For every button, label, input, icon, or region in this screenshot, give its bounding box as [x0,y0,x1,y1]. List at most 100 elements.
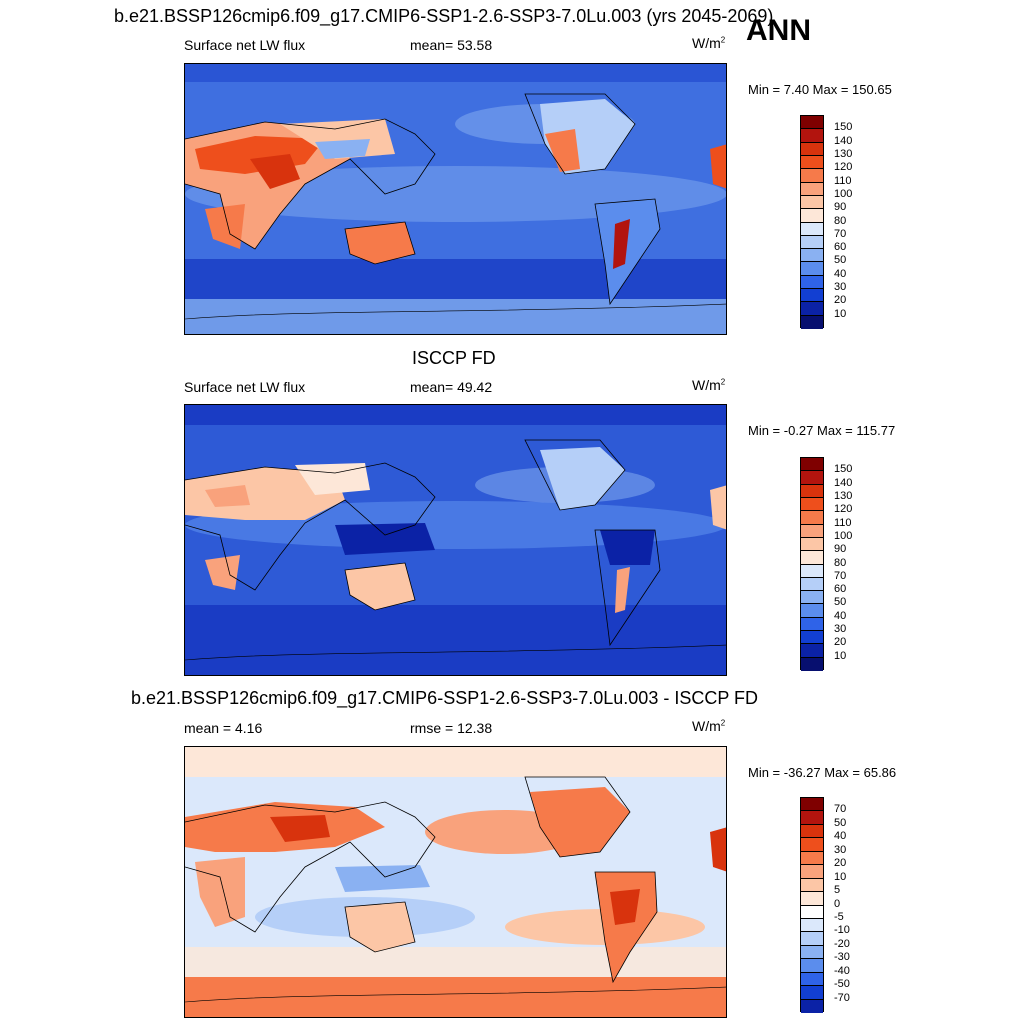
colorbar-swatch [801,577,823,592]
panel-top-title: b.e21.BSSP126cmip6.f09_g17.CMIP6-SSP1-2.… [114,6,774,26]
colorbar-swatch [801,484,823,498]
panel-top-mean: mean= 53.58 [410,37,493,53]
panel-bot-units: W/m2 [692,718,726,734]
colorbar-tick-label: 120 [834,503,853,516]
colorbar-tick-label: 50 [834,596,847,609]
colorbar-tick-label: -10 [834,924,850,937]
colorbar-swatch [801,905,823,919]
colorbar-swatch [801,851,823,866]
colorbar-tick-label: 30 [834,843,847,856]
colorbar-swatch [801,537,823,552]
colorbar-tick-label: 70 [834,803,847,816]
colorbar-swatch [801,155,823,170]
panel-top-colorbar [800,115,824,329]
colorbar-tick-label: 80 [834,214,847,227]
colorbar-tick-label: 10 [834,307,847,320]
colorbar-swatch [801,222,823,236]
colorbar-swatch [801,262,823,276]
colorbar-tick-label: 120 [834,161,853,174]
colorbar-swatch [801,824,823,839]
colorbar-tick-label: 20 [834,636,847,649]
panel-top-map [184,63,727,335]
colorbar-tick-label: -40 [834,964,850,977]
colorbar-tick-label: 80 [834,556,847,569]
colorbar-swatch [801,249,823,263]
colorbar-swatch [801,945,823,960]
colorbar-tick-label: 90 [834,543,847,556]
panel-mid-colorbar [800,457,824,671]
panel-mid-mean: mean= 49.42 [410,379,493,395]
colorbar-tick-label: 130 [834,489,853,502]
colorbar-tick-label: 100 [834,529,853,542]
colorbar-tick-label: 60 [834,583,847,596]
colorbar-swatch [801,524,823,538]
colorbar-tick-label: 150 [834,463,853,476]
colorbar-swatch [801,591,823,605]
colorbar-tick-label: 90 [834,201,847,214]
colorbar-tick-label: 50 [834,816,847,829]
panel-bot-title: b.e21.BSSP126cmip6.f09_g17.CMIP6-SSP1-2.… [131,688,759,708]
colorbar-swatch [801,551,823,565]
colorbar-tick-label: 30 [834,623,847,636]
colorbar-swatch [801,302,823,316]
colorbar-swatch [801,289,823,303]
colorbar-swatch [801,999,823,1013]
colorbar-swatch [801,865,823,879]
panel-bot-colorbar [800,797,824,1013]
colorbar-tick-label: 140 [834,134,853,147]
colorbar-swatch [801,878,823,893]
colorbar-swatch [801,811,823,825]
colorbar-swatch [801,932,823,946]
panel-bot-map [184,746,727,1018]
colorbar-swatch [801,657,823,671]
colorbar-tick-label: 130 [834,147,853,160]
colorbar-tick-label: -5 [834,910,844,923]
colorbar-tick-label: 10 [834,870,847,883]
colorbar-swatch [801,892,823,906]
colorbar-swatch [801,511,823,525]
panel-bot-mean: mean = 4.16 [184,720,263,736]
colorbar-swatch [801,798,823,812]
colorbar-tick-label: -20 [834,937,850,950]
colorbar-tick-label: 0 [834,897,841,910]
colorbar-tick-label: -70 [834,991,850,1004]
panel-bot-rmse: rmse = 12.38 [410,720,493,736]
panel-top-variable: Surface net LW flux [184,37,306,53]
colorbar-tick-label: 100 [834,187,853,200]
colorbar-swatch [801,315,823,329]
colorbar-tick-label: 10 [834,649,847,662]
colorbar-tick-label: 20 [834,857,847,870]
colorbar-swatch [801,142,823,156]
colorbar-swatch [801,617,823,632]
colorbar-swatch [801,116,823,130]
colorbar-swatch [801,959,823,973]
colorbar-tick-label: 70 [834,227,847,240]
colorbar-tick-label: -30 [834,951,850,964]
colorbar-swatch [801,235,823,250]
colorbar-tick-label: -50 [834,978,850,991]
colorbar-tick-label: 110 [834,516,852,529]
colorbar-swatch [801,986,823,1000]
colorbar-tick-label: 50 [834,254,847,267]
season-label: ANN [746,14,811,47]
colorbar-swatch [801,458,823,472]
colorbar-swatch [801,209,823,223]
colorbar-tick-label: 110 [834,174,852,187]
panel-mid-units: W/m2 [692,377,726,393]
colorbar-swatch [801,195,823,210]
panel-mid-minmax: Min = -0.27 Max = 115.77 [748,423,896,438]
colorbar-swatch [801,972,823,987]
colorbar-swatch [801,471,823,485]
colorbar-tick-label: 140 [834,476,853,489]
colorbar-swatch [801,631,823,645]
colorbar-tick-label: 5 [834,884,841,897]
colorbar-tick-label: 150 [834,121,853,134]
panel-top-units: W/m2 [692,35,726,51]
colorbar-tick-label: 40 [834,830,847,843]
panel-mid-variable: Surface net LW flux [184,379,306,395]
colorbar-swatch [801,182,823,196]
panel-mid-title: ISCCP FD [412,348,496,368]
colorbar-swatch [801,275,823,290]
colorbar-swatch [801,918,823,933]
colorbar-tick-label: 20 [834,294,847,307]
